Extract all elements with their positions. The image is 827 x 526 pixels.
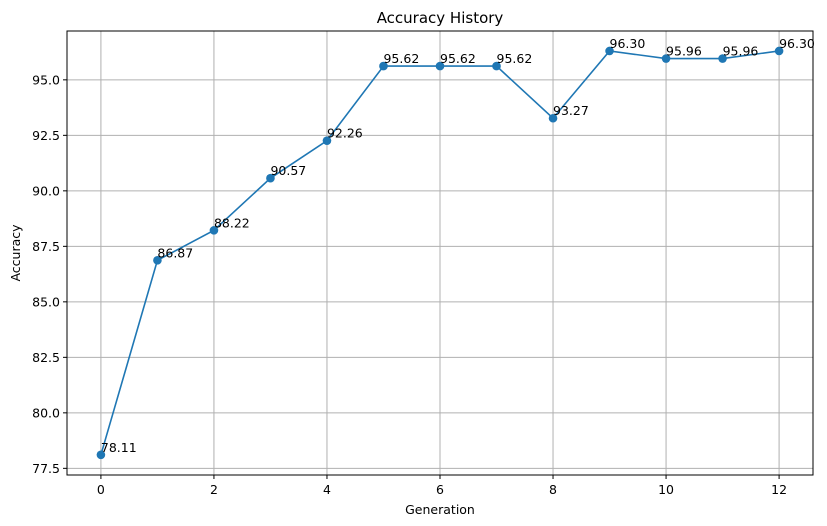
- x-tick-label: 8: [549, 482, 557, 497]
- data-value-label: 95.62: [497, 51, 533, 66]
- x-tick-label: 0: [97, 482, 105, 497]
- data-value-label: 95.62: [440, 51, 476, 66]
- data-point: [774, 46, 784, 56]
- data-value-label: 78.11: [101, 440, 137, 455]
- data-value-label: 86.87: [157, 245, 193, 260]
- y-tick-label: 92.5: [32, 128, 60, 143]
- y-tick-label: 90.0: [32, 183, 60, 198]
- data-point: [209, 226, 219, 235]
- chart-title: Accuracy History: [377, 9, 504, 27]
- x-tick-label: 2: [210, 482, 218, 497]
- grid-layer: [67, 31, 813, 475]
- x-tick-label: 10: [658, 482, 674, 497]
- x-tick-label: 4: [323, 482, 331, 497]
- x-tick-label: 6: [436, 482, 444, 497]
- data-point: [492, 61, 501, 71]
- y-tick-label: 77.5: [32, 461, 60, 476]
- data-point: [718, 54, 727, 63]
- data-point: [96, 450, 106, 460]
- y-tick-label: 95.0: [32, 72, 60, 87]
- data-value-label: 93.27: [553, 103, 589, 118]
- y-tick-label: 80.0: [32, 405, 60, 420]
- y-axis-ticks: 77.5 80.0 82.5 85.0 87.5 90.0 92.5 95.0: [32, 72, 67, 476]
- y-tick-label: 82.5: [32, 350, 60, 365]
- points-layer: [96, 46, 784, 460]
- data-value-label: 95.96: [666, 44, 702, 59]
- data-value-label: 95.62: [383, 51, 419, 66]
- y-axis-label: Accuracy: [8, 224, 23, 282]
- data-point: [153, 256, 162, 265]
- data-value-label: 96.30: [610, 36, 646, 51]
- data-point: [266, 173, 275, 183]
- data-point: [605, 46, 614, 56]
- data-value-label: 96.30: [779, 36, 815, 51]
- data-point: [379, 61, 388, 71]
- x-axis-ticks: 0 2 4 6 8 10 12: [97, 475, 787, 497]
- data-point: [322, 136, 332, 145]
- x-axis-label: Generation: [405, 502, 475, 517]
- y-tick-label: 87.5: [32, 239, 60, 254]
- data-value-label: 95.96: [723, 44, 759, 59]
- data-point: [548, 113, 558, 123]
- data-value-label: 92.26: [327, 126, 363, 141]
- data-value-label: 88.22: [214, 215, 250, 230]
- data-point: [435, 61, 445, 71]
- x-tick-label: 12: [771, 482, 787, 497]
- data-value-label: 90.57: [270, 163, 306, 178]
- data-point: [661, 54, 671, 63]
- data-labels-layer: 78.11 86.87 88.22 90.57 92.26 95.62 95.62 95.62…: [101, 36, 815, 455]
- y-tick-label: 85.0: [32, 294, 60, 309]
